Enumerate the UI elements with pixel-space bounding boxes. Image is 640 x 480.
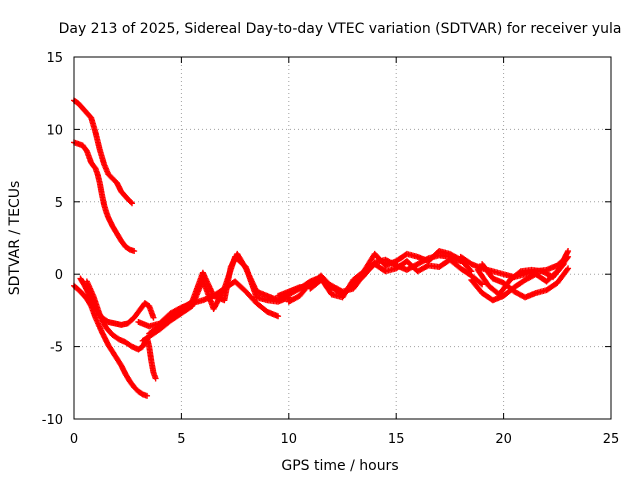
data-point <box>564 266 571 273</box>
x-tick-label: 0 <box>70 432 78 447</box>
x-tick-label: 5 <box>177 432 185 447</box>
series-track-day-c <box>307 256 486 295</box>
y-tick-label: 10 <box>46 123 63 138</box>
data-point <box>479 281 486 288</box>
data-point <box>275 313 282 320</box>
y-tick-label: -5 <box>50 341 63 356</box>
grid-lines <box>74 57 611 419</box>
y-axis-label: SDTVAR / TECUs <box>7 181 23 296</box>
y-tick-label: -10 <box>42 413 63 428</box>
y-tick-label: 15 <box>46 51 63 66</box>
axis-ticks: 0 5 10 15 20 25 -10 -5 0 5 10 15 <box>42 51 620 447</box>
x-tick-label: 20 <box>495 432 512 447</box>
y-tick-label: 0 <box>55 268 63 283</box>
data-point <box>516 269 523 276</box>
chart-title: Day 213 of 2025, Sidereal Day-to-day VTE… <box>59 21 622 37</box>
data-point <box>560 261 567 268</box>
x-tick-label: 25 <box>603 432 620 447</box>
series-track-low-a <box>71 282 151 399</box>
plot-frame <box>73 56 612 420</box>
x-tick-label: 15 <box>388 432 405 447</box>
x-tick-label: 10 <box>281 432 298 447</box>
data-point <box>152 375 159 382</box>
data-point <box>565 248 572 255</box>
data-point <box>565 253 572 260</box>
data-point <box>144 392 151 399</box>
series-track-low-c <box>83 278 159 382</box>
series-track-high-b <box>71 139 138 255</box>
series-track-late-d <box>474 261 567 298</box>
data-point <box>131 248 138 255</box>
y-tick-label: 5 <box>55 196 63 211</box>
data-point <box>127 199 134 206</box>
data-point <box>564 255 571 262</box>
data-point <box>559 262 566 269</box>
x-axis-label: GPS time / hours <box>281 458 398 474</box>
data-point <box>565 265 572 272</box>
data-point <box>128 200 135 207</box>
data-series <box>71 97 572 399</box>
series-track-high-a <box>71 97 135 207</box>
data-point <box>150 314 157 321</box>
data-point <box>477 280 484 287</box>
